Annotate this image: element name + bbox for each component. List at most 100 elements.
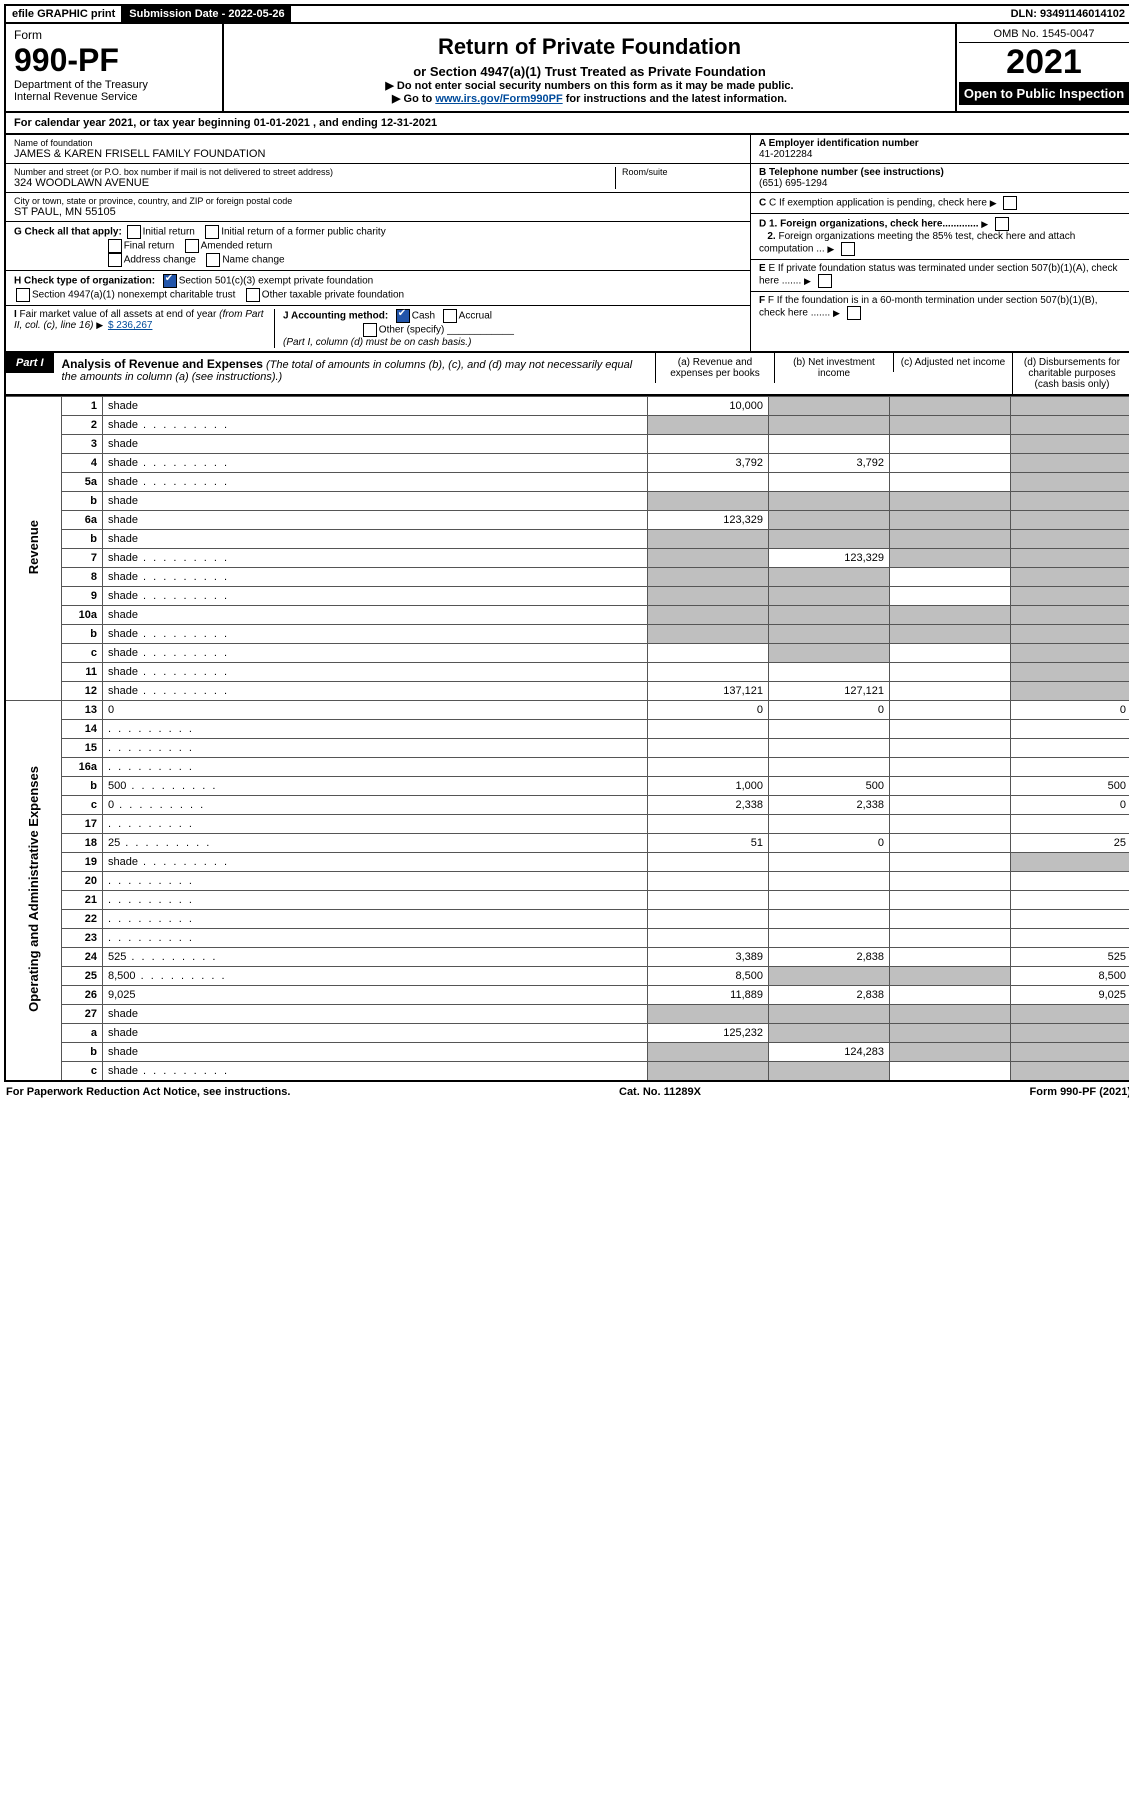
- amount-cell: [890, 739, 1011, 758]
- table-row: cshade: [5, 1062, 1129, 1082]
- amount-cell: 1,000: [648, 777, 769, 796]
- chk-other-taxable[interactable]: [246, 288, 260, 302]
- line-desc: shade: [103, 1024, 648, 1043]
- amount-cell: [648, 606, 769, 625]
- chk-final-return[interactable]: [108, 239, 122, 253]
- i-j-cell: I Fair market value of all assets at end…: [6, 306, 750, 351]
- chk-foreign-org[interactable]: [995, 217, 1009, 231]
- amount-cell: [1011, 530, 1129, 549]
- chk-amended[interactable]: [185, 239, 199, 253]
- tax-year: 2021: [959, 43, 1129, 82]
- amount-cell: [1011, 815, 1129, 834]
- amount-cell: 0: [1011, 701, 1129, 720]
- e-cell: E E If private foundation status was ter…: [751, 260, 1129, 292]
- line-desc: 0: [103, 796, 648, 815]
- line-number: 27: [62, 1005, 103, 1024]
- chk-4947a1[interactable]: [16, 288, 30, 302]
- line-desc: [103, 872, 648, 891]
- amount-cell: [890, 720, 1011, 739]
- amount-cell: [1011, 1024, 1129, 1043]
- chk-name-change[interactable]: [206, 253, 220, 267]
- line-number: 15: [62, 739, 103, 758]
- table-row: bshade: [5, 625, 1129, 644]
- line-desc: [103, 929, 648, 948]
- amount-cell: [648, 663, 769, 682]
- amount-cell: [769, 492, 890, 511]
- chk-85pct[interactable]: [841, 242, 855, 256]
- amount-cell: [1011, 739, 1129, 758]
- amount-cell: 51: [648, 834, 769, 853]
- side-expenses: Operating and Administrative Expenses: [5, 701, 62, 1082]
- amount-cell: [648, 530, 769, 549]
- amount-cell: [648, 1005, 769, 1024]
- line-desc: shade: [103, 511, 648, 530]
- chk-other-method[interactable]: [363, 323, 377, 337]
- amount-cell: [1011, 454, 1129, 473]
- line-desc: shade: [103, 587, 648, 606]
- line-number: 7: [62, 549, 103, 568]
- amount-cell: [1011, 473, 1129, 492]
- chk-accrual[interactable]: [443, 309, 457, 323]
- line-number: 23: [62, 929, 103, 948]
- line-number: 1: [62, 397, 103, 416]
- amount-cell: [890, 701, 1011, 720]
- amount-cell: [1011, 625, 1129, 644]
- table-row: b5001,000500500: [5, 777, 1129, 796]
- chk-cash[interactable]: [396, 309, 410, 323]
- city-cell: City or town, state or province, country…: [6, 193, 750, 222]
- amount-cell: [1011, 929, 1129, 948]
- form-number: 990-PF: [14, 42, 214, 79]
- chk-terminated[interactable]: [818, 274, 832, 288]
- amount-cell: [890, 1062, 1011, 1082]
- table-row: 9shade: [5, 587, 1129, 606]
- amount-cell: [890, 682, 1011, 701]
- line-desc: shade: [103, 473, 648, 492]
- line-desc: 9,025: [103, 986, 648, 1005]
- line-desc: shade: [103, 644, 648, 663]
- line-desc: shade: [103, 1043, 648, 1062]
- amount-cell: [1011, 416, 1129, 435]
- amount-cell: [890, 606, 1011, 625]
- line-number: 5a: [62, 473, 103, 492]
- line-desc: 0: [103, 701, 648, 720]
- chk-initial-return[interactable]: [127, 225, 141, 239]
- amount-cell: [1011, 663, 1129, 682]
- amount-cell: [1011, 872, 1129, 891]
- line-number: 22: [62, 910, 103, 929]
- amount-cell: [769, 739, 890, 758]
- line-number: 6a: [62, 511, 103, 530]
- amount-cell: [890, 435, 1011, 454]
- amount-cell: [769, 606, 890, 625]
- amount-cell: [1011, 758, 1129, 777]
- amount-cell: [648, 891, 769, 910]
- table-row: 182551025: [5, 834, 1129, 853]
- amount-cell: 10,000: [648, 397, 769, 416]
- chk-initial-former[interactable]: [205, 225, 219, 239]
- amount-cell: 125,232: [648, 1024, 769, 1043]
- amount-cell: [890, 1024, 1011, 1043]
- amount-cell: 137,121: [648, 682, 769, 701]
- amount-cell: [648, 644, 769, 663]
- table-row: 17: [5, 815, 1129, 834]
- irs-link[interactable]: www.irs.gov/Form990PF: [435, 93, 562, 105]
- line-desc: shade: [103, 1062, 648, 1082]
- line-desc: [103, 720, 648, 739]
- info-left: Name of foundation JAMES & KAREN FRISELL…: [6, 135, 750, 351]
- line-number: 3: [62, 435, 103, 454]
- amount-cell: [769, 435, 890, 454]
- efile-label[interactable]: efile GRAPHIC print: [6, 6, 123, 22]
- table-row: 11shade: [5, 663, 1129, 682]
- table-row: 3shade: [5, 435, 1129, 454]
- chk-exemption-pending[interactable]: [1003, 196, 1017, 210]
- line-number: b: [62, 625, 103, 644]
- line-number: b: [62, 530, 103, 549]
- chk-address-change[interactable]: [108, 253, 122, 267]
- amount-cell: [769, 815, 890, 834]
- chk-501c3[interactable]: [163, 274, 177, 288]
- amount-cell: [1011, 397, 1129, 416]
- amount-cell: [890, 568, 1011, 587]
- line-number: 21: [62, 891, 103, 910]
- header-right: OMB No. 1545-0047 2021 Open to Public In…: [955, 24, 1129, 111]
- fmv-link[interactable]: $ 236,267: [108, 320, 153, 331]
- chk-60month[interactable]: [847, 306, 861, 320]
